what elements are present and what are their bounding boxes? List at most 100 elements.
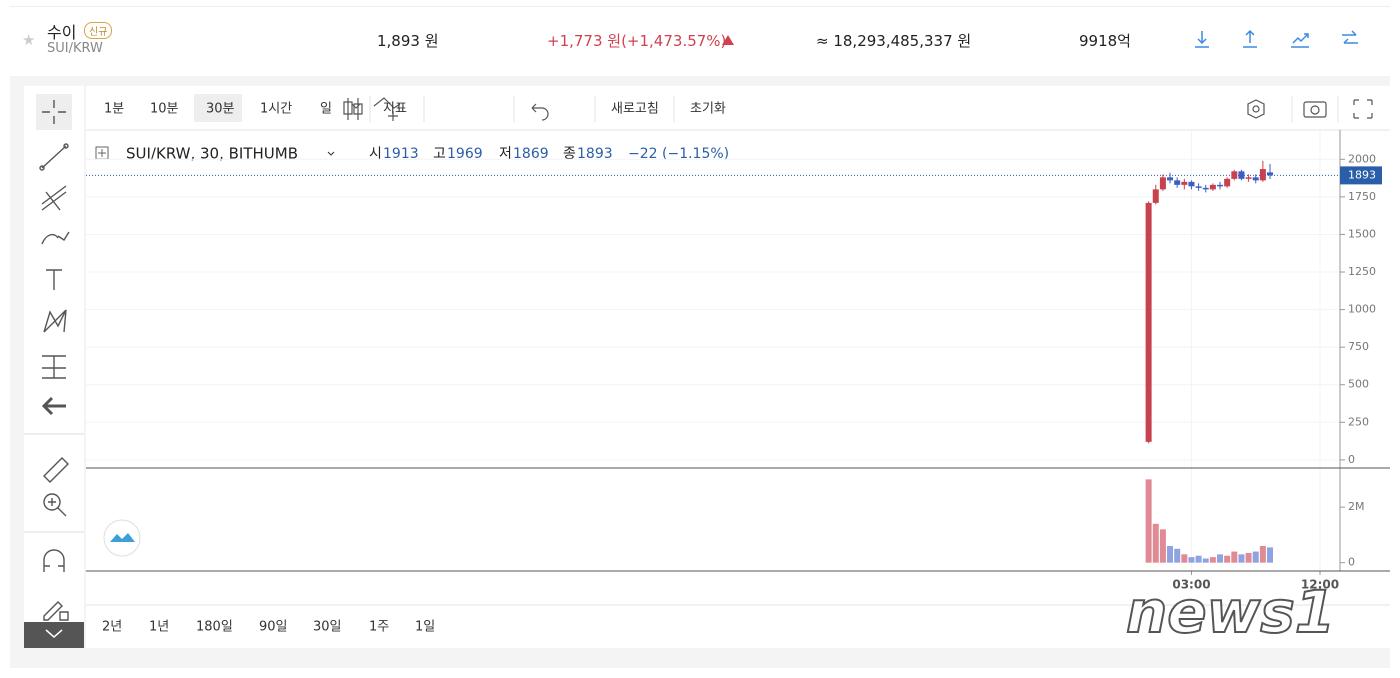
candle-body — [1145, 202, 1152, 442]
action-icons[interactable] — [1190, 29, 1370, 51]
legend-high-label: 고 — [433, 146, 446, 162]
y-tick-label: 0 — [1348, 453, 1355, 466]
y-tick-label: 500 — [1348, 378, 1369, 391]
legend-low: 1869 — [513, 146, 549, 162]
y-tick-label: 1500 — [1348, 227, 1376, 240]
chart-panel: 지표 새로고침 초기화 1분 10분 30분 1시간 일 SUI/KRW, 30, BIT… — [10, 76, 1390, 668]
candle-body — [1195, 186, 1202, 188]
logo-mark — [110, 533, 135, 542]
candle-body — [1217, 184, 1224, 187]
volume-bar — [1238, 554, 1245, 563]
symbol-caret[interactable] — [327, 151, 335, 156]
volume-bar — [1252, 551, 1259, 563]
toolbar-button[interactable]: 지표 — [383, 102, 407, 117]
drawing-tools — [24, 86, 84, 648]
volume-bar — [1259, 546, 1266, 563]
chart: 지표 새로고침 초기화 1분 10분 30분 1시간 일 SUI/KRW, 30, BIT… — [86, 86, 1390, 648]
logo — [103, 519, 141, 557]
candle-body — [1188, 181, 1195, 187]
volume-tick-label: 0 — [1348, 556, 1355, 569]
watermark: news1 — [1126, 578, 1335, 646]
y-tick-label: 250 — [1348, 415, 1369, 428]
range-button[interactable]: 30일 — [313, 620, 342, 635]
candle-body — [1167, 177, 1174, 181]
interval-button[interactable]: 10분 — [150, 102, 179, 117]
coin-name: 수이 — [47, 23, 77, 42]
legend-change: −22 (−1.15%) — [628, 146, 729, 162]
toolbar-separators — [369, 96, 1339, 122]
candle-body — [1245, 177, 1252, 179]
legend-low-label: 저 — [499, 146, 512, 162]
volume-bar — [1245, 552, 1252, 563]
pair: SUI/KRW — [47, 41, 103, 56]
spacer — [110, 648, 160, 678]
range-button[interactable]: 1년 — [149, 620, 169, 635]
volume-bar — [1152, 523, 1159, 563]
last-price-box — [1340, 166, 1382, 185]
y-tick-label: 750 — [1348, 340, 1369, 353]
interval-button[interactable]: 1시간 — [260, 102, 292, 117]
range-button[interactable]: 1주 — [369, 620, 389, 635]
legend-close: 1893 — [577, 146, 613, 162]
candle-body — [1209, 184, 1216, 190]
candle-body — [1231, 171, 1238, 179]
y-tick-label: 1750 — [1348, 190, 1376, 203]
x-tick-label: 03:00 — [1172, 578, 1210, 592]
candle-body — [1238, 171, 1245, 179]
volume-tick-label: 2M — [1348, 500, 1365, 513]
range-button[interactable]: 180일 — [196, 620, 233, 635]
active-interval — [194, 94, 242, 122]
legend-open-label: 시 — [369, 146, 382, 162]
candle-body — [1267, 172, 1274, 176]
market-cap: 9918억 — [1079, 32, 1131, 50]
candle-body — [1252, 177, 1259, 181]
volume-bar — [1195, 555, 1202, 563]
volume-bar — [1145, 479, 1152, 563]
legend-open: 1913 — [383, 146, 419, 162]
volume-bar — [1159, 529, 1166, 563]
y-tick-label: 1000 — [1348, 303, 1376, 316]
volume-bar — [1167, 546, 1174, 563]
x-tick-label: 12:00 — [1301, 578, 1339, 592]
volume-bar — [1181, 554, 1188, 563]
volume-bar — [1217, 554, 1224, 563]
interval-button[interactable]: 1분 — [104, 102, 124, 117]
candle-body — [1159, 177, 1166, 190]
trade-value: ≈ 18,293,485,337 원 — [816, 32, 972, 50]
volume-bar — [1202, 558, 1209, 563]
toolbar-icons[interactable] — [343, 97, 1373, 121]
change: +1,773 원(+1,473.57%) — [547, 32, 727, 50]
tool-icons[interactable] — [24, 86, 84, 656]
candle-body — [1259, 169, 1266, 181]
last-price-label: 1893 — [1348, 168, 1376, 181]
candle-body — [1152, 189, 1159, 203]
candle-body — [1174, 180, 1181, 185]
price: 1,893 원 — [377, 32, 439, 50]
ticker-row: ★ 수이 신규 SUI/KRW 1,893 원 +1,773 원(+1,473.… — [10, 6, 1390, 71]
candle-body — [1181, 181, 1188, 185]
range-button[interactable]: 90일 — [259, 620, 288, 635]
legend-close-label: 종 — [563, 146, 576, 162]
legend-symbol: SUI/KRW, 30, BITHUMB — [126, 145, 298, 163]
y-tick-label: 1250 — [1348, 265, 1376, 278]
star-icon[interactable]: ★ — [22, 31, 36, 49]
volume-bar — [1188, 557, 1195, 563]
up-arrow — [722, 35, 734, 45]
dropdown-caret[interactable] — [351, 103, 361, 109]
volume-bar — [1231, 551, 1238, 563]
interval-button[interactable]: 30분 — [206, 102, 235, 117]
range-button[interactable]: 1일 — [415, 620, 435, 635]
legend-high: 1969 — [447, 146, 483, 162]
toolbar-button[interactable]: 새로고침 — [611, 102, 659, 117]
new-badge: 신규 — [84, 22, 113, 39]
volume-bar — [1209, 557, 1216, 563]
volume-bar — [1224, 555, 1231, 563]
volume-bar — [1267, 547, 1274, 563]
toolbar-button[interactable]: 초기화 — [690, 102, 726, 117]
volume-bar — [1174, 548, 1181, 563]
y-tick-label: 2000 — [1348, 152, 1376, 165]
candle-body — [1202, 187, 1209, 190]
interval-button[interactable]: 일 — [320, 102, 332, 117]
range-button[interactable]: 2년 — [102, 620, 122, 635]
